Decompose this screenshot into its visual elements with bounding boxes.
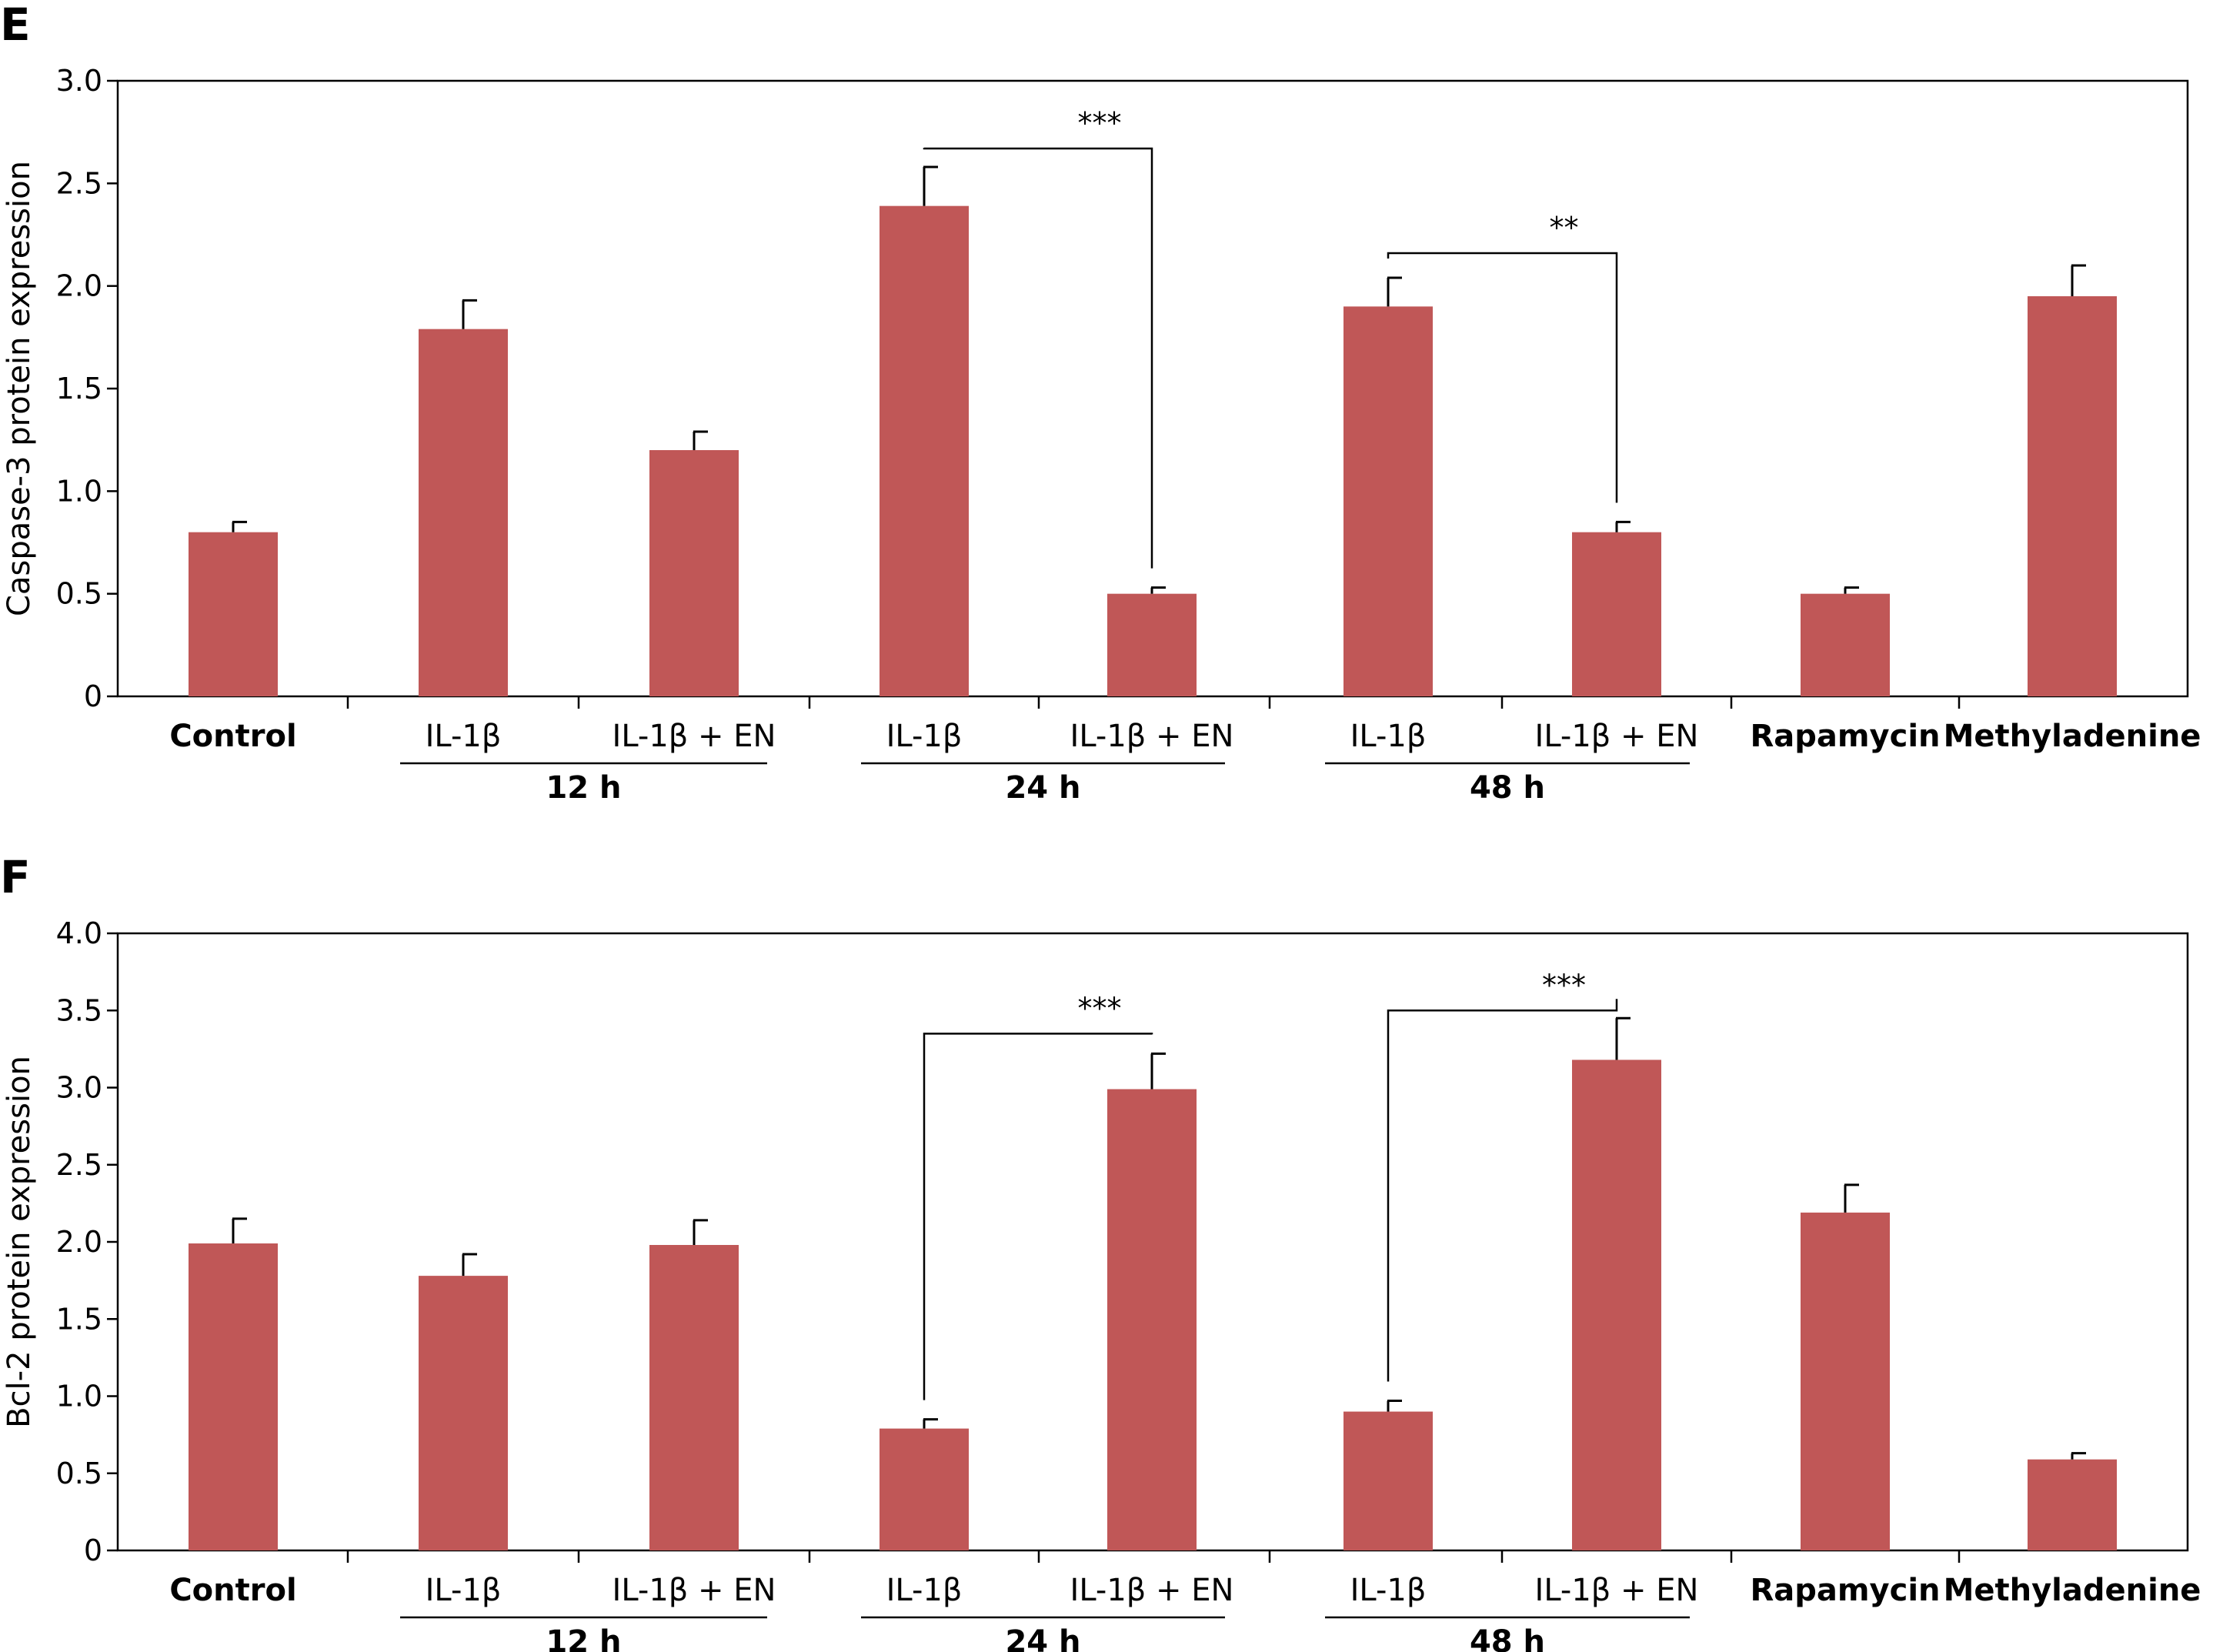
group-label: 12 h <box>546 770 621 806</box>
caspase-3-bar-chart: 0 0.5 1.0 1.5 2.0 2.5 3.0 Caspase-3 protein exp… <box>2 64 2201 806</box>
bar <box>1343 1411 1433 1550</box>
y-tick-label: 0 <box>84 1534 102 1567</box>
category-label: IL-1β <box>886 719 963 754</box>
significance-label: *** <box>1078 106 1122 140</box>
bar <box>419 1276 508 1550</box>
y-tick-label: 3.0 <box>56 1071 102 1105</box>
bar <box>419 329 508 696</box>
group-label: 48 h <box>1470 770 1545 806</box>
category-label: Rapamycin <box>1750 719 1940 754</box>
y-tick-label: 1.5 <box>56 1302 102 1336</box>
group-label: 12 h <box>546 1624 621 1652</box>
bar <box>2028 1459 2117 1550</box>
category-label: IL-1β <box>426 1573 502 1608</box>
y-tick-label: 2.0 <box>56 269 102 303</box>
y-tick-label: 0.5 <box>56 577 102 611</box>
category-label: IL-1β <box>1350 1573 1427 1608</box>
y-axis-label: Bcl-2 protein expression <box>2 1056 37 1428</box>
y-tick-label: 1.5 <box>56 372 102 405</box>
panel-letter-e: E <box>0 0 31 51</box>
bar <box>1107 1089 1197 1550</box>
bar <box>189 1243 278 1550</box>
significance-label: *** <box>1078 991 1122 1025</box>
y-axis-label: Caspase-3 protein expression <box>2 161 37 616</box>
category-label: Methyladenine <box>1944 719 2201 754</box>
category-label: IL-1β + EN <box>1535 1573 1699 1608</box>
y-tick-label: 2.5 <box>56 166 102 200</box>
bar <box>649 450 739 696</box>
group-label: 24 h <box>1005 1624 1080 1652</box>
category-label: IL-1β <box>426 719 502 754</box>
y-tick-label: 2.0 <box>56 1225 102 1259</box>
category-label: IL-1β + EN <box>612 1573 776 1608</box>
y-tick-label: 1.0 <box>56 474 102 508</box>
category-label: IL-1β <box>886 1573 963 1608</box>
panel-letter-f: F <box>0 851 31 903</box>
significance-bracket <box>923 147 1153 569</box>
bar <box>1801 1212 1890 1550</box>
y-tick-label: 0 <box>84 679 102 713</box>
significance-bracket <box>923 1033 1153 1400</box>
y-tick-label: 3.0 <box>56 64 102 98</box>
bar <box>880 1428 969 1550</box>
bar <box>2028 296 2117 696</box>
category-label: Methyladenine <box>1944 1573 2201 1608</box>
category-label: IL-1β + EN <box>612 719 776 754</box>
bar <box>189 532 278 696</box>
significance-label: *** <box>1542 968 1586 1002</box>
category-label: Control <box>169 719 296 754</box>
y-tick-label: 4.0 <box>56 916 102 950</box>
category-label: Rapamycin <box>1750 1573 1940 1608</box>
group-label: 24 h <box>1005 770 1080 806</box>
significance-bracket <box>1387 999 1618 1382</box>
significance-bracket <box>1387 252 1618 503</box>
bar <box>1343 306 1433 696</box>
y-tick-label: 1.0 <box>56 1380 102 1413</box>
bar <box>1572 532 1661 696</box>
category-label: IL-1β <box>1350 719 1427 754</box>
category-label: IL-1β + EN <box>1070 1573 1234 1608</box>
bar <box>880 205 969 697</box>
y-tick-label: 3.5 <box>56 993 102 1027</box>
bar <box>1572 1060 1661 1550</box>
category-label: IL-1β + EN <box>1535 719 1699 754</box>
bar <box>1107 593 1197 696</box>
bar <box>649 1245 739 1550</box>
bcl-2-bar-chart: 0 0.5 1.0 1.5 2.0 2.5 3.0 3.5 4.0 Bcl-2 protein e… <box>2 916 2201 1652</box>
bar <box>1801 593 1890 696</box>
y-tick-label: 0.5 <box>56 1457 102 1490</box>
group-label: 48 h <box>1470 1624 1545 1652</box>
category-label: Control <box>169 1573 296 1608</box>
significance-label: ** <box>1550 211 1579 245</box>
category-label: IL-1β + EN <box>1070 719 1234 754</box>
y-tick-label: 2.5 <box>56 1148 102 1182</box>
